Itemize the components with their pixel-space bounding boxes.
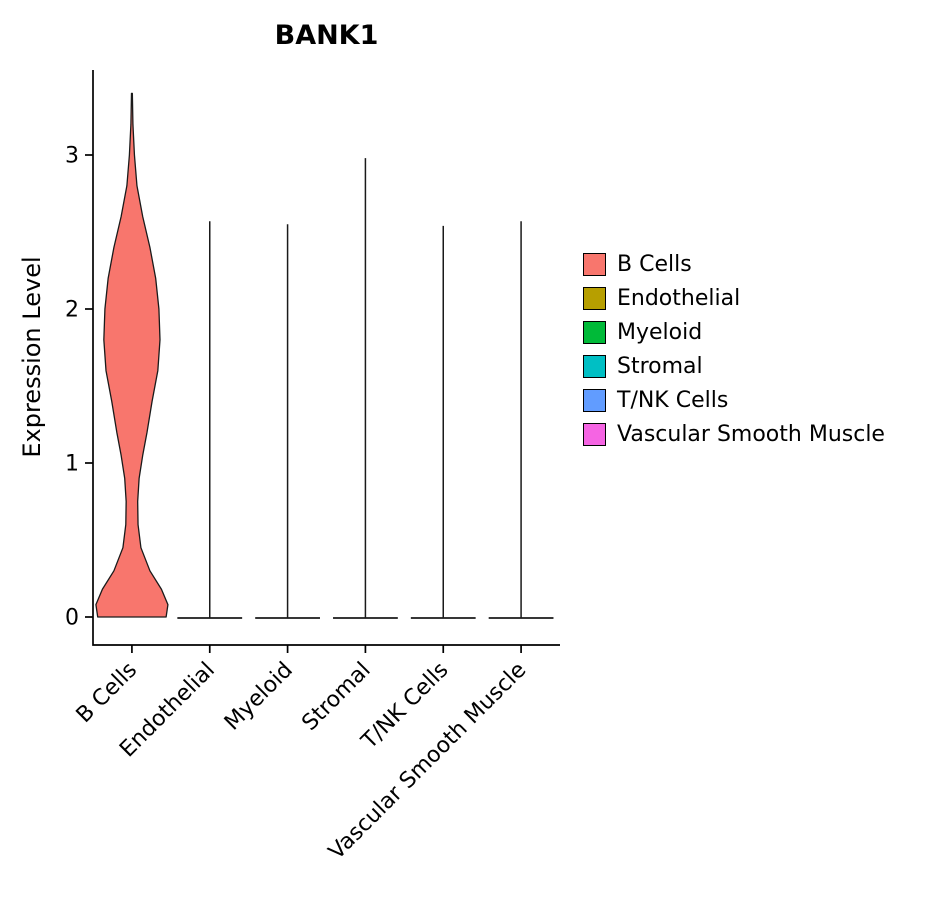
- violin-shape-0: [95, 92, 169, 618]
- legend-item: Endothelial: [583, 286, 885, 311]
- legend-swatch: [583, 389, 606, 412]
- legend-label: Vascular Smooth Muscle: [617, 422, 885, 447]
- y-tick-label: 2: [65, 298, 79, 323]
- legend-swatch: [583, 253, 606, 276]
- chart-title: BANK1: [274, 20, 379, 51]
- legend-label: Stromal: [617, 354, 703, 379]
- legend-swatch: [583, 287, 606, 310]
- legend-item: T/NK Cells: [583, 388, 885, 413]
- x-tick-label: Myeloid: [220, 658, 298, 736]
- legend-label: Myeloid: [617, 320, 703, 345]
- y-tick-label: 3: [65, 144, 79, 169]
- legend-swatch: [583, 423, 606, 446]
- y-tick-label: 1: [65, 452, 79, 477]
- x-tick-label: Stromal: [297, 658, 375, 736]
- legend-swatch: [583, 321, 606, 344]
- legend-item: Myeloid: [583, 320, 885, 345]
- legend-swatch: [583, 355, 606, 378]
- legend-item: Vascular Smooth Muscle: [583, 422, 885, 447]
- legend-label: T/NK Cells: [617, 388, 729, 413]
- axes: [92, 70, 560, 646]
- legend-item: Stromal: [583, 354, 885, 379]
- x-tick-label: B Cells: [72, 658, 142, 728]
- y-tick-label: 0: [65, 606, 79, 631]
- legend-label: B Cells: [617, 252, 692, 277]
- legend-label: Endothelial: [617, 286, 741, 311]
- legend: B Cells Endothelial Myeloid Stromal T/NK Cel…: [583, 252, 885, 456]
- legend-item: B Cells: [583, 252, 885, 277]
